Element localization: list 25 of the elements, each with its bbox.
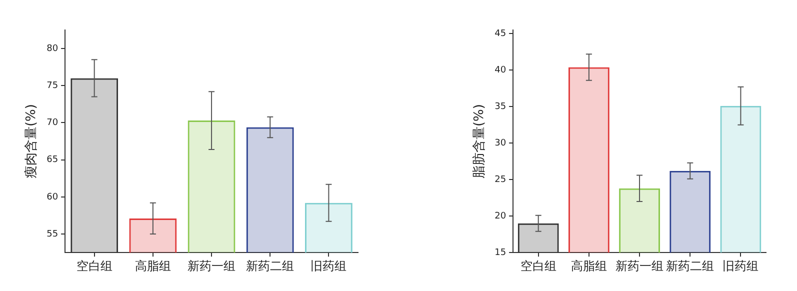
- y-tick-label: 65: [46, 155, 58, 166]
- y-tick-label: 55: [46, 229, 58, 240]
- y-tick-label: 20: [494, 211, 506, 222]
- y-tick-label: 45: [494, 28, 506, 39]
- y-tick-label: 70: [46, 118, 58, 128]
- x-tick-label: 新药二组: [246, 258, 294, 273]
- y-tick-label: 80: [46, 44, 58, 54]
- y-tick-label: 35: [494, 102, 506, 112]
- y-tick-label: 60: [46, 192, 58, 202]
- y-axis-title: 瘦肉含量(%): [24, 104, 40, 179]
- x-tick-label: 新药一组: [616, 258, 664, 273]
- y-tick-label: 40: [494, 65, 506, 76]
- y-tick-label: 75: [46, 80, 58, 91]
- y-tick-label: 30: [494, 138, 506, 148]
- x-tick-label: 高脂组: [134, 258, 171, 273]
- y-tick-label: 15: [494, 248, 506, 258]
- x-tick-label: 空白组: [76, 258, 112, 273]
- x-tick-label: 旧药组: [310, 258, 347, 273]
- y-axis-title: 脂肪含量(%): [472, 104, 488, 179]
- x-tick-label: 空白组: [520, 258, 556, 273]
- x-tick-label: 旧药组: [722, 258, 759, 273]
- x-tick-label: 高脂组: [570, 258, 607, 273]
- y-tick-label: 25: [494, 174, 506, 185]
- x-tick-label: 新药一组: [188, 258, 236, 273]
- x-tick-label: 新药二组: [666, 258, 714, 273]
